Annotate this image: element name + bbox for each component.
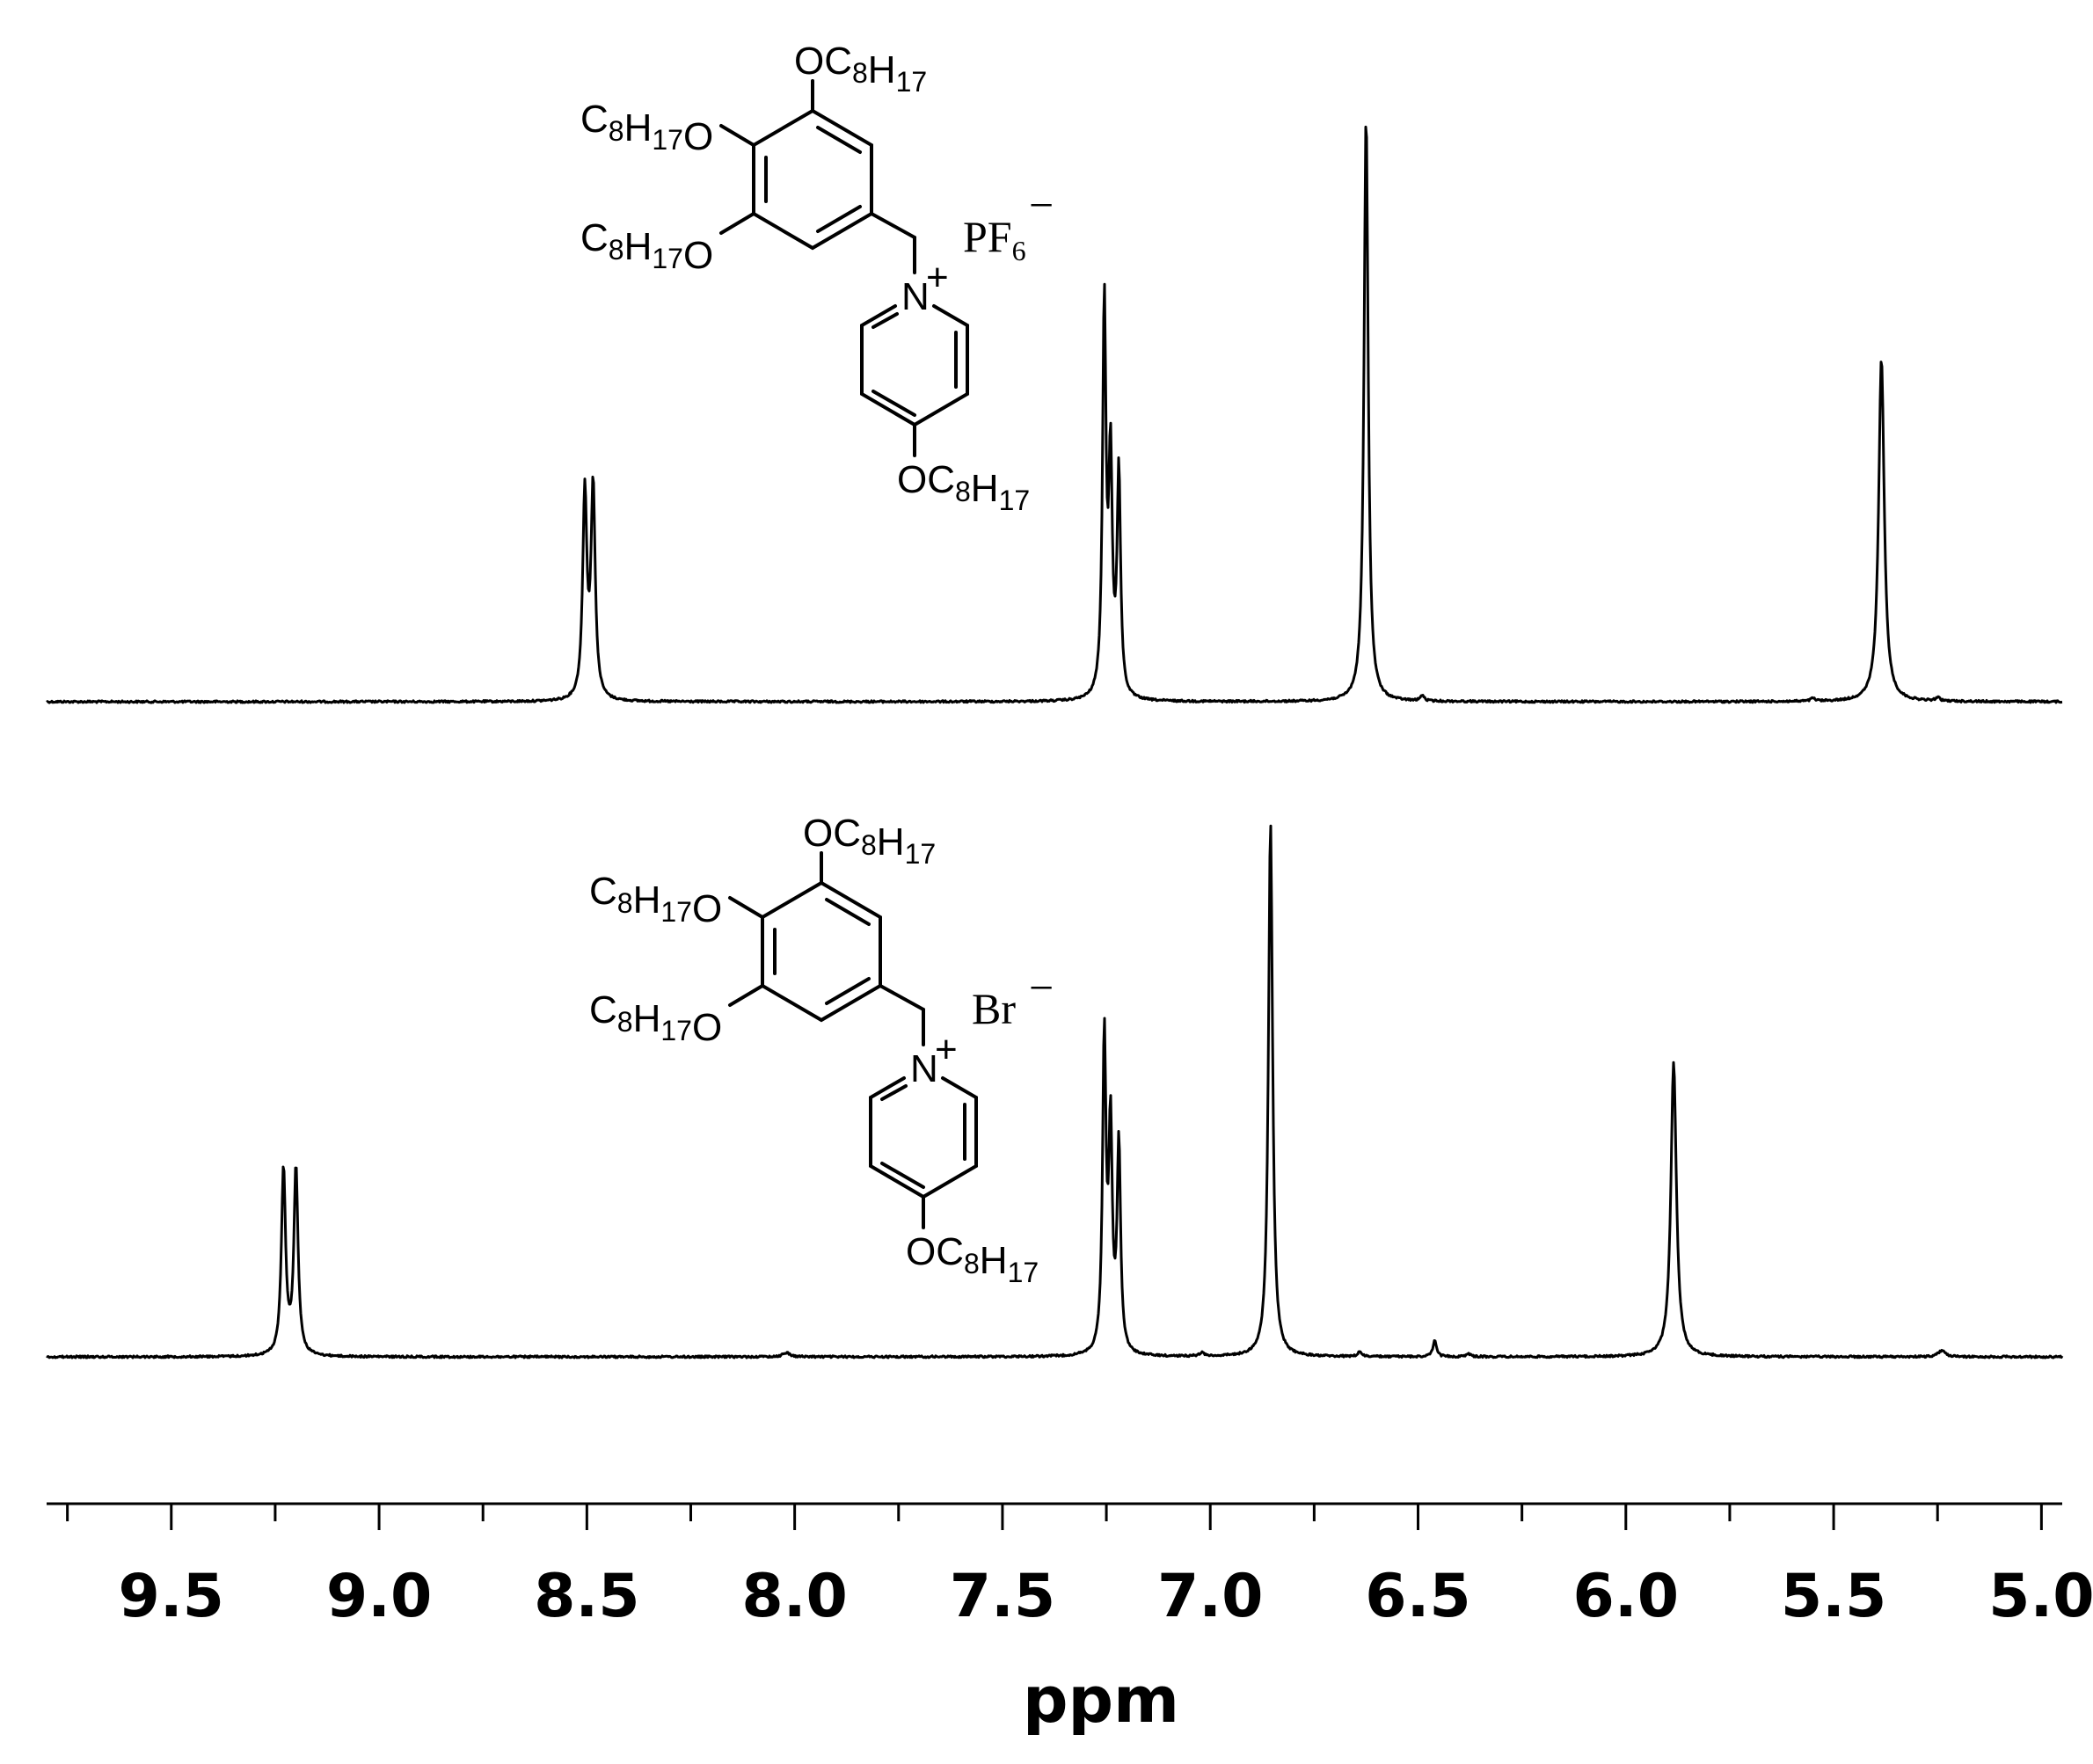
anion-charge: − <box>1029 963 1054 1012</box>
x-tick-label: 5.5 <box>1781 1562 1886 1631</box>
pyridinium-inner-bond <box>871 390 916 417</box>
x-tick-label: 8.0 <box>741 1562 847 1631</box>
benzene-inner-bond <box>816 205 862 233</box>
bond-left-upper-o <box>728 896 764 919</box>
bond-ch2 <box>879 984 925 1011</box>
benzene-inner-bond <box>825 977 871 1005</box>
benzene-ring <box>752 108 873 251</box>
x-tick-label: 6.5 <box>1365 1562 1470 1631</box>
x-tick-label: 7.5 <box>950 1562 1055 1631</box>
group-bottom-label: OC8H17 <box>897 458 1030 516</box>
x-axis-title: ppm <box>1023 1663 1179 1737</box>
x-tick-label: 7.0 <box>1157 1562 1263 1631</box>
benzene-inner-bond <box>825 898 871 926</box>
nitrogen-charge: + <box>926 256 949 299</box>
structure-br: OC8H17 C8H17O C8H17O N + OC8H17 Br − <box>589 812 1054 1288</box>
x-tick-label: 8.5 <box>534 1562 639 1631</box>
anion-charge: − <box>1029 180 1054 230</box>
bond-left-lower-o <box>719 212 755 235</box>
group-left-upper-label: C8H17O <box>580 98 713 158</box>
spectrum-pf6-trace <box>46 125 2063 704</box>
nitrogen-label: N <box>910 1047 938 1090</box>
structure-pf6: OC8H17 C8H17O C8H17O N + OC8H17 PF6 − <box>580 40 1054 516</box>
group-bottom-label: OC8H17 <box>906 1230 1039 1288</box>
x-axis-tick-labels: 9.5 9.0 8.5 8.0 7.5 7.0 6.5 6.0 5.5 5.0 <box>119 1562 2093 1631</box>
bond-left-lower-o <box>728 984 764 1007</box>
nitrogen-charge: + <box>935 1028 958 1071</box>
pyridinium-inner-bond <box>871 312 899 329</box>
spectrum-pf6 <box>46 125 2063 704</box>
benzene-inner-bond <box>816 126 862 154</box>
x-axis: 9.5 9.0 8.5 8.0 7.5 7.0 6.5 6.0 5.5 5.0 ppm <box>47 1502 2093 1737</box>
x-tick-label: 9.5 <box>119 1562 224 1631</box>
group-left-upper-label: C8H17O <box>589 870 722 930</box>
spectrum-br-trace <box>46 824 2064 1359</box>
anion-label: PF6 <box>963 212 1026 266</box>
group-left-lower-label: C8H17O <box>589 988 722 1049</box>
bond-left-upper-o <box>719 124 755 147</box>
anion-label: Br <box>972 984 1016 1033</box>
bond-ch2 <box>870 212 916 239</box>
x-axis-ticks <box>66 1504 2043 1530</box>
x-tick-label: 9.0 <box>326 1562 432 1631</box>
spectrum-br <box>46 824 2064 1359</box>
x-tick-label: 5.0 <box>1988 1562 2093 1631</box>
group-left-lower-label: C8H17O <box>580 216 713 277</box>
group-top-label: OC8H17 <box>803 812 936 870</box>
pyridinium-inner-bond <box>880 1084 908 1101</box>
pyridinium-inner-bond <box>880 1162 925 1189</box>
x-tick-label: 6.0 <box>1573 1562 1679 1631</box>
group-top-label: OC8H17 <box>794 40 927 98</box>
nitrogen-label: N <box>901 275 930 318</box>
benzene-ring <box>761 880 882 1023</box>
